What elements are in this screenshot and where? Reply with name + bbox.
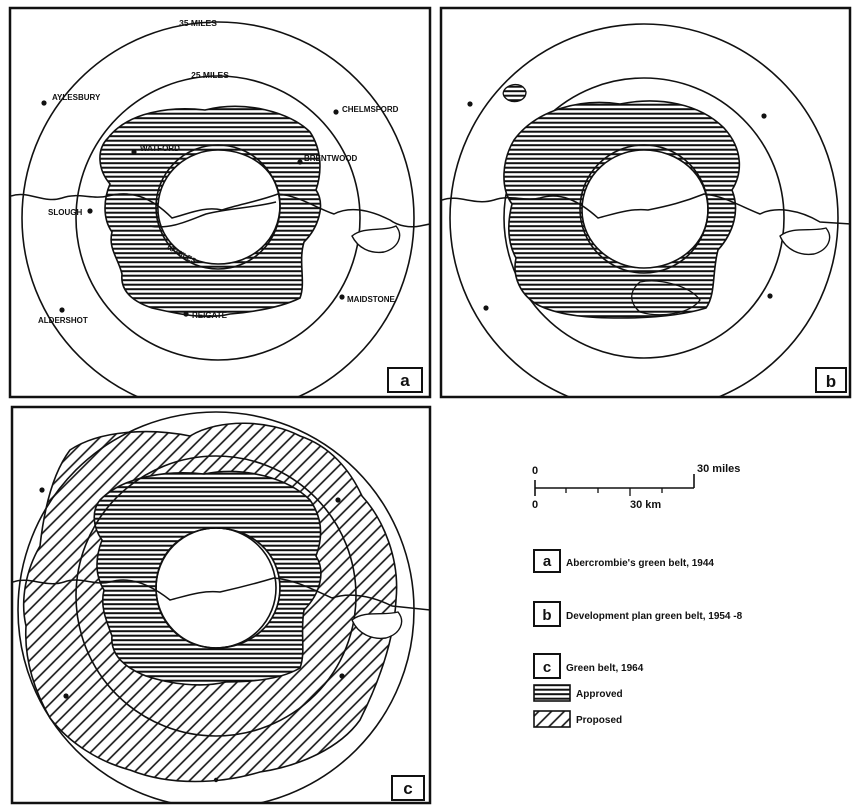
town-dot-icon [213,777,219,783]
legend-badge-c: c [543,659,551,676]
panel-a-badge-label: a [400,371,410,390]
ring-inner [579,144,709,274]
legend-badge-a: a [543,553,552,570]
scale-miles-zero: 0 [532,465,538,477]
scale-km-zero: 0 [532,499,538,511]
scale-miles-end: 30 miles [697,463,740,475]
town-dot-icon [183,311,189,317]
estuary-island [351,225,401,254]
legend-item-c: c Green belt, 1964 [533,653,644,679]
estuary-island [779,227,831,256]
place-slough: SLOUGH [48,208,82,217]
town-dot-icon [87,208,93,214]
legend-text-c: Green belt, 1964 [566,663,644,674]
ring-middle [503,77,785,359]
panel-b-badge [815,367,847,393]
detached-belt-patch [631,280,701,316]
place-chelmsford: CHELMSFORD [342,105,399,114]
ring-outer [449,23,839,396]
town-dot-icon [339,673,345,679]
green-belt-approved-area [503,100,741,319]
legend-text-a: Abercrombie's green belt, 1944 [566,558,714,569]
place-maidstone: MAIDSTONE [347,295,396,304]
panel-c-badge [391,775,425,801]
legend-item-b: b Development plan green belt, 1954 -8 [533,601,743,627]
town-dot-icon [767,293,773,299]
panel-c-badge-label: c [403,779,412,798]
panel-a-map: 35 MILES 25 MILES 10 MILES AYLESBURY CHE… [8,6,432,399]
town-dot-icon [335,497,341,503]
panel-b-badge-label: b [826,372,836,391]
legend-proposed-label: Proposed [576,715,622,726]
river-thames [442,193,849,225]
panel-b-map: b [439,6,852,399]
town-dot-icon [483,305,489,311]
legend-text-b: Development plan green belt, 1954 -8 [566,611,743,622]
town-dot-icon [297,159,303,165]
town-dot-icon [339,294,345,300]
ring-label-35-miles: 35 MILES [179,18,217,28]
scale-bar: 0 30 miles 0 30 km [532,463,740,511]
ring-25-miles [75,75,361,361]
town-dot-icon [41,100,47,106]
place-reigate: REIGATE [192,311,228,320]
panel-a-badge [387,367,423,393]
ring-outer [17,411,415,802]
estuary-island [351,611,403,640]
ring-10-miles [155,144,281,270]
river-thames [13,577,429,611]
town-dot-icon [467,101,473,107]
river-thames [11,193,429,228]
place-watford: WATFORD [140,144,180,153]
town-dot-icon [333,109,339,115]
detached-belt-patch [502,83,527,103]
town-dot-icon [761,113,767,119]
town-dot-icon [63,693,69,699]
legend-badge-b: b [542,607,551,624]
scale-km-end: 30 km [630,499,661,511]
town-dot-icon [39,487,45,493]
town-dot-icon [59,307,65,313]
legend: a Abercrombie's green belt, 1944 b Devel… [533,549,743,728]
diagonal-hatch-swatch-icon [533,710,571,728]
ring-inner [155,527,277,649]
ring-label-25-miles: 25 MILES [191,70,229,80]
town-dot-icon [131,149,137,155]
place-aylesbury: AYLESBURY [52,93,101,102]
legend-approved-label: Approved [576,689,623,700]
panel-c-map: c [10,405,432,805]
place-aldershot: ALDERSHOT [38,316,88,325]
ring-35-miles [21,21,415,396]
legend-item-a: a Abercrombie's green belt, 1944 [533,549,714,573]
place-brentwood: BRENTWOOD [304,154,358,163]
horizontal-hatch-swatch-icon [533,684,571,702]
